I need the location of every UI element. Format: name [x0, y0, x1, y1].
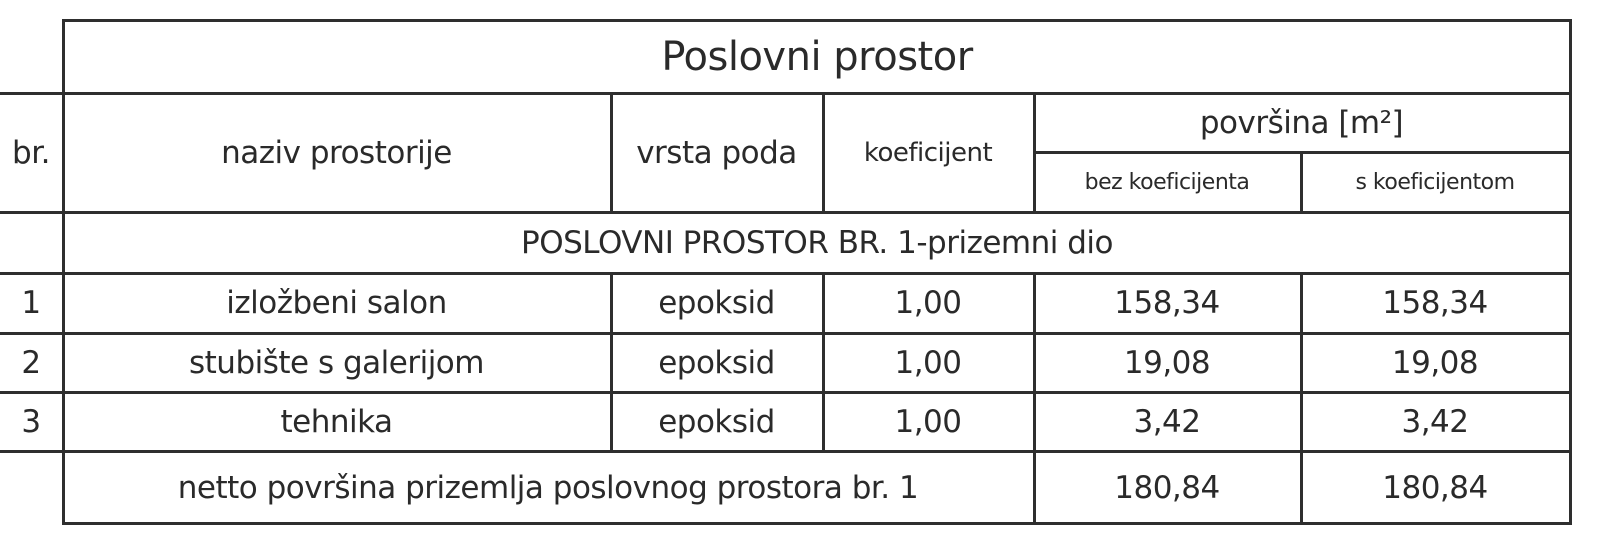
header-povrsina: površina [m²]	[1199, 104, 1404, 141]
border	[0, 92, 1572, 95]
border	[62, 19, 65, 525]
cell-vrsta: epoksid	[658, 403, 775, 440]
cell-br: 1	[21, 285, 41, 321]
header-bez-koef: bez koeficijenta	[1084, 170, 1250, 195]
cell-vrsta: epoksid	[658, 344, 775, 381]
border	[610, 92, 613, 212]
header-s-koef: s koeficijentom	[1355, 170, 1515, 195]
header-naziv: naziv prostorije	[221, 134, 452, 171]
section-title: POSLOVNI PROSTOR BR. 1-prizemni dio	[521, 225, 1114, 261]
border	[822, 272, 825, 453]
cell-vrsta: epoksid	[658, 285, 775, 321]
table-title: Poslovni prostor	[661, 33, 973, 80]
header-vrsta: vrsta poda	[636, 134, 797, 171]
border	[63, 19, 1572, 22]
border	[0, 332, 1572, 335]
cell-bez: 19,08	[1123, 344, 1211, 381]
border	[0, 391, 1572, 394]
border	[1300, 272, 1303, 525]
cell-naziv: tehnika	[280, 403, 393, 440]
border	[822, 92, 825, 212]
cell-koef: 1,00	[894, 285, 962, 321]
border	[1300, 151, 1303, 212]
header-koef: koeficijent	[863, 137, 993, 168]
border	[1569, 19, 1572, 525]
border	[1033, 272, 1036, 525]
cell-bez: 158,34	[1114, 285, 1220, 321]
border	[1033, 92, 1036, 212]
cell-naziv: stubište s galerijom	[189, 344, 484, 381]
cell-s: 3,42	[1401, 403, 1469, 440]
cell-koef: 1,00	[894, 403, 962, 440]
border	[0, 211, 1572, 214]
cell-br: 2	[21, 344, 41, 381]
border	[1034, 151, 1572, 154]
cell-s: 158,34	[1382, 285, 1488, 321]
cell-bez: 3,42	[1133, 403, 1201, 440]
total-label: netto površina prizemlja poslovnog prost…	[177, 469, 919, 506]
cell-s: 19,08	[1391, 344, 1479, 381]
border	[610, 272, 613, 453]
cell-naziv: izložbeni salon	[226, 285, 447, 321]
total-s: 180,84	[1382, 469, 1488, 506]
border	[0, 450, 1572, 453]
border	[0, 272, 1572, 275]
header-br: br.	[12, 134, 50, 171]
cell-koef: 1,00	[894, 344, 962, 381]
cell-br: 3	[21, 403, 41, 440]
total-bez: 180,84	[1114, 469, 1220, 506]
border	[63, 522, 1572, 525]
